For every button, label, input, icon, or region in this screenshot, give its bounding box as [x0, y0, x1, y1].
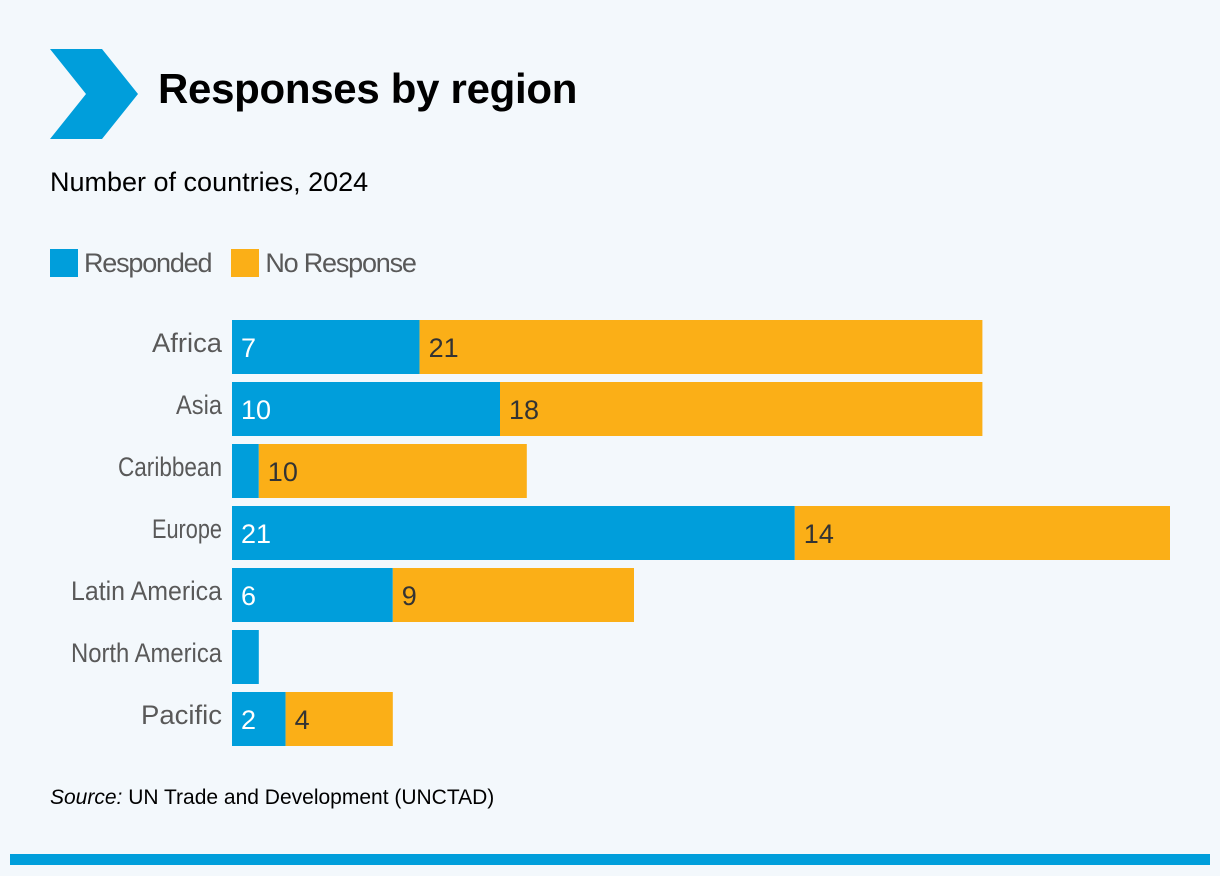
bar-europe-responded: [232, 506, 795, 560]
bar-chart: Africa 7 21 Asia 10 18 Caribbean 10 Europe 21 14 La…: [71, 320, 1170, 746]
legend-label-responded: Responded: [84, 247, 213, 278]
bar-africa-no-response: [419, 320, 983, 374]
bar-asia-responded: [232, 382, 500, 436]
bar-value-label-europe-responded: 21: [241, 519, 271, 549]
bar-value-label-europe-no-response: 14: [804, 519, 834, 549]
bar-africa-responded: [232, 320, 420, 374]
bar-value-label-latin-america-responded: 6: [241, 581, 256, 611]
bar-caribbean-no-response: [258, 444, 527, 498]
category-label-latin-america: Latin America: [71, 576, 223, 606]
source-note: Source: UN Trade and Development (UNCTAD…: [50, 784, 494, 812]
bar-pacific-no-response: [285, 692, 393, 746]
bar-pacific-responded: [232, 692, 286, 746]
legend-item-responded: Responded: [50, 247, 213, 279]
footer-bar: [10, 854, 1210, 865]
bar-value-label-latin-america-no-response: 9: [402, 581, 417, 611]
bar-asia-no-response: [500, 382, 983, 436]
category-label-asia: Asia: [176, 390, 223, 420]
legend-swatch-no-response: [231, 249, 260, 277]
bar-value-label-caribbean-no-response: 10: [268, 457, 298, 487]
chart-title: Responses by region: [158, 65, 578, 112]
legend-swatch-responded: [50, 249, 78, 277]
source-text: UN Trade and Development (UNCTAD): [128, 786, 495, 809]
legend: Responded No Response: [50, 246, 436, 280]
category-label-caribbean: Caribbean: [118, 452, 222, 482]
category-label-africa: Africa: [152, 328, 223, 358]
category-label-pacific: Pacific: [141, 700, 222, 730]
legend-item-no-response: No Response: [231, 247, 417, 279]
bar-latin-america-responded: [232, 568, 393, 622]
bar-value-label-pacific-no-response: 4: [295, 705, 310, 735]
bar-value-label-africa-no-response: 21: [429, 333, 459, 363]
category-label-north-america: North America: [71, 638, 223, 668]
legend-label-no-response: No Response: [265, 247, 417, 278]
bar-value-label-asia-no-response: 18: [509, 395, 539, 425]
category-label-europe: Europe: [152, 514, 222, 544]
bar-value-label-pacific-responded: 2: [241, 705, 256, 735]
chevron-right-icon: [50, 49, 138, 139]
bar-north-america-responded: [232, 630, 259, 684]
chart-subtitle: Number of countries, 2024: [50, 167, 369, 197]
bar-europe-no-response: [794, 506, 1170, 560]
source-prefix: Source:: [50, 786, 123, 809]
bar-caribbean-responded: [232, 444, 259, 498]
bar-value-label-asia-responded: 10: [241, 395, 271, 425]
bar-value-label-africa-responded: 7: [241, 333, 256, 363]
bar-latin-america-no-response: [392, 568, 634, 622]
